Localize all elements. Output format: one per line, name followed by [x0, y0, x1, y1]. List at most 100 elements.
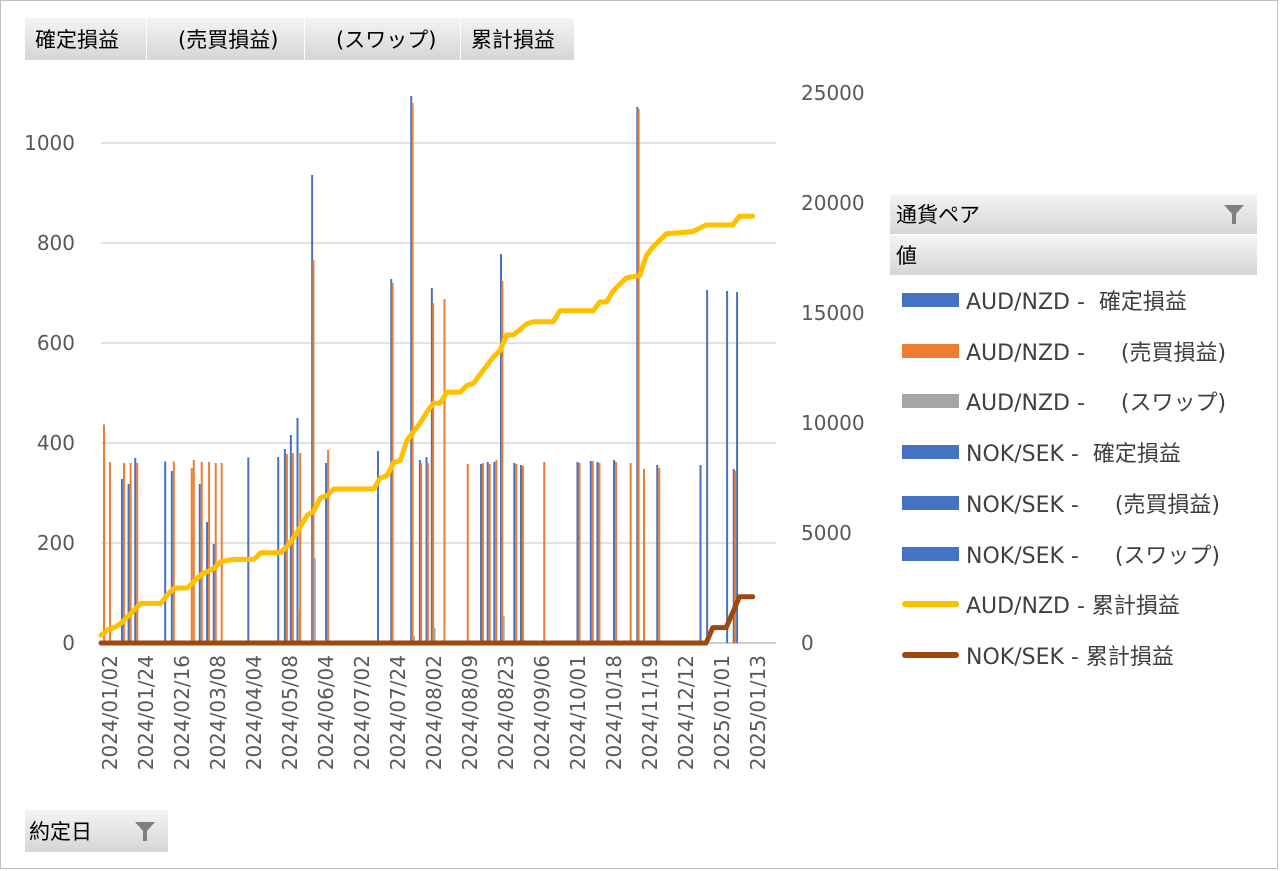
- x-tick-label: 2024/04/04: [242, 655, 266, 770]
- bar: [615, 462, 618, 643]
- legend-values-field-label: 値: [896, 244, 917, 268]
- bar: [420, 463, 423, 643]
- left-tick-label: 400: [37, 431, 75, 455]
- legend-label: AUD/NZD - (スワップ): [966, 391, 1227, 417]
- bar: [425, 457, 428, 643]
- legend-label: NOK/SEK - 累計損益: [966, 644, 1174, 670]
- bar: [521, 466, 524, 643]
- bar: [658, 468, 661, 643]
- line-series: [98, 213, 756, 646]
- cumulative-line: [98, 213, 756, 638]
- legend-item[interactable]: AUD/NZD - (売買損益): [902, 336, 1226, 366]
- legend-series-field[interactable]: 通貨ペア: [890, 194, 1257, 234]
- bar: [206, 522, 209, 643]
- x-tick-label: 2024/07/02: [350, 655, 374, 770]
- bar: [311, 175, 314, 643]
- field-button-trading-pl[interactable]: (売買損益): [147, 18, 305, 60]
- bar: [102, 424, 105, 643]
- bar: [515, 464, 518, 643]
- legend-item[interactable]: NOK/SEK - (スワップ): [902, 539, 1220, 569]
- date-filter-icon[interactable]: ▾: [133, 820, 155, 842]
- legend-label: NOK/SEK - 確定損益: [966, 442, 1181, 468]
- bar: [443, 299, 446, 643]
- left-tick-label: 800: [37, 231, 75, 255]
- bar: [432, 303, 435, 643]
- x-tick-label: 2025/01/13: [746, 655, 770, 770]
- field-button-swap[interactable]: (スワップ): [305, 18, 461, 60]
- legend-item[interactable]: NOK/SEK - 累計損益: [902, 640, 1174, 670]
- bar: [120, 479, 123, 643]
- legend-item[interactable]: NOK/SEK - (売買損益): [902, 488, 1220, 518]
- legend-item[interactable]: NOK/SEK - 確定損益: [902, 437, 1181, 467]
- x-tick-label: 2024/06/04: [314, 655, 338, 770]
- field-button-cumulative-pl[interactable]: 累計損益: [461, 18, 575, 60]
- x-tick-label: 2024/02/16: [170, 655, 194, 770]
- legend-values-field[interactable]: 値: [890, 235, 1257, 275]
- bar: [136, 463, 139, 643]
- bar: [736, 292, 739, 643]
- legend-swatch: [902, 651, 959, 658]
- bar: [170, 471, 173, 643]
- left-tick-label: 200: [37, 531, 75, 555]
- bar: [543, 462, 546, 643]
- field-button-realized-pl[interactable]: 確定損益: [25, 18, 147, 60]
- legend-swatch: [902, 546, 959, 561]
- legend-label: AUD/NZD - (売買損益): [966, 340, 1227, 366]
- bar: [426, 463, 429, 643]
- legend-label: NOK/SEK - (スワップ): [966, 543, 1220, 569]
- x-tick-label: 2024/10/18: [602, 655, 626, 770]
- right-tick-label: 15000: [801, 301, 865, 325]
- bar: [656, 465, 659, 643]
- x-tick-label: 2024/12/12: [674, 655, 698, 770]
- bar: [390, 279, 393, 643]
- bar: [706, 290, 709, 643]
- bar: [482, 463, 485, 643]
- filter-icon[interactable]: ▾: [1222, 203, 1244, 225]
- x-tick-label: 2024/05/08: [278, 655, 302, 770]
- x-tick-label: 2024/07/24: [386, 655, 410, 770]
- bar: [198, 484, 201, 643]
- bar: [108, 462, 111, 643]
- bar: [291, 453, 294, 643]
- legend-swatch: [902, 293, 959, 307]
- bar: [637, 109, 640, 643]
- bar: [502, 616, 505, 643]
- bar: [591, 461, 594, 643]
- legend-swatch: [902, 394, 959, 409]
- bar: [410, 96, 413, 643]
- bar: [488, 464, 491, 643]
- axis-field-button[interactable]: 約定日: [25, 810, 168, 852]
- right-tick-label: 5000: [801, 521, 852, 545]
- bar: [699, 465, 702, 643]
- bar: [493, 462, 496, 643]
- cumulative-line: [98, 594, 756, 646]
- left-tick-label: 1000: [24, 131, 75, 155]
- bar: [598, 463, 601, 643]
- bar: [277, 457, 280, 643]
- left-tick-label: 600: [37, 331, 75, 355]
- bar: [247, 457, 250, 643]
- bar: [164, 461, 167, 643]
- x-tick-label: 2024/08/02: [422, 655, 446, 770]
- value-field-bar: 確定損益 (売買損益) (スワップ) 累計損益: [25, 18, 575, 60]
- legend-swatch: [902, 343, 959, 358]
- x-axis: 2024/01/02 2024/01/24 2024/02/16 2024/03/08…: [98, 655, 770, 770]
- bar: [732, 469, 735, 643]
- bar: [596, 462, 599, 643]
- legend-item[interactable]: AUD/NZD - 確定損益: [902, 285, 1187, 315]
- legend-label: NOK/SEK - (売買損益): [966, 492, 1220, 518]
- x-tick-label: 2024/03/08: [206, 655, 230, 770]
- bar: [412, 636, 415, 643]
- right-axis: 0 5000 10000 15000 20000 25000: [801, 81, 865, 655]
- x-tick-label: 2024/09/06: [530, 655, 554, 770]
- bar: [172, 461, 175, 643]
- bar: [578, 463, 581, 643]
- legend-item[interactable]: AUD/NZD - 累計損益: [902, 589, 1180, 619]
- right-tick-label: 25000: [801, 81, 865, 105]
- x-tick-label: 2024/01/02: [98, 655, 122, 770]
- bar: [376, 451, 379, 643]
- legend-item[interactable]: AUD/NZD - (スワップ): [902, 386, 1226, 416]
- bar: [433, 628, 436, 643]
